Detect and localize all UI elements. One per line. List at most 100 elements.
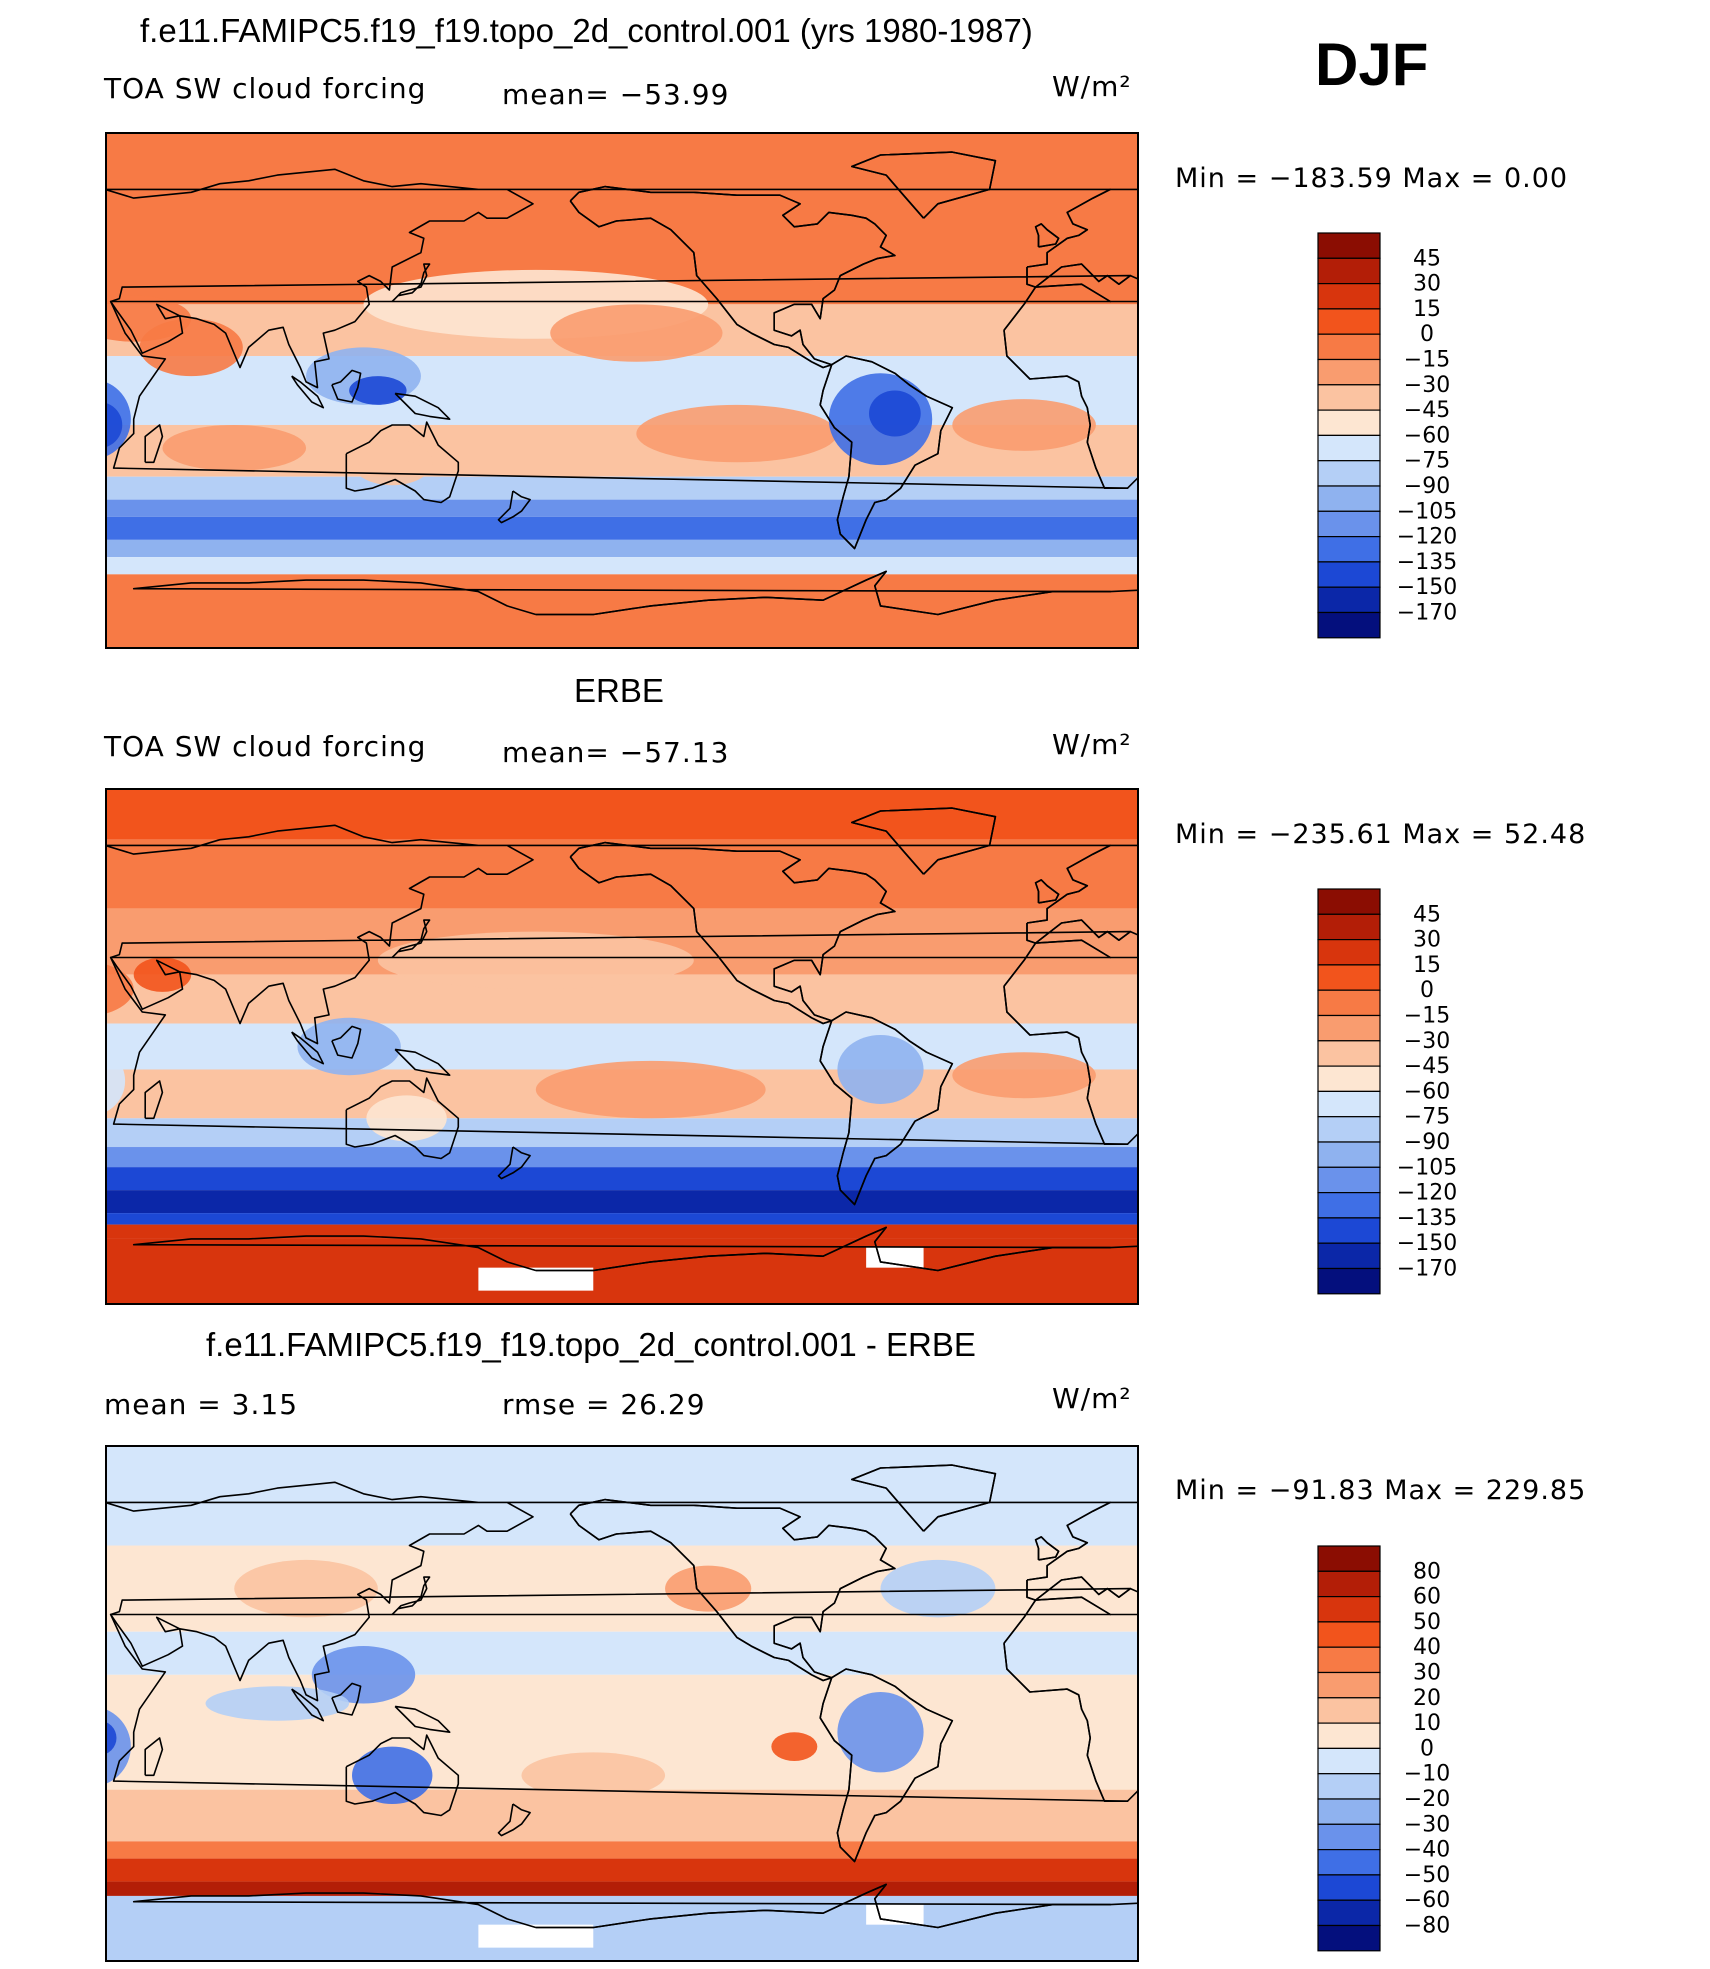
contour-region — [352, 439, 433, 486]
colorbar-tick-label: 0 — [1420, 978, 1434, 1003]
colorbar-swatch — [1317, 1217, 1381, 1244]
colorbar-tick-label: 30 — [1413, 1661, 1441, 1686]
colorbar-swatch — [1317, 232, 1381, 259]
contour-band — [105, 516, 1139, 540]
colorbar-swatch — [1317, 536, 1381, 563]
contour-region — [205, 1686, 350, 1721]
panel-2-mean: mean= −57.13 — [502, 736, 730, 769]
missing-data-patch — [478, 1924, 594, 1948]
colorbar-tick-label: −75 — [1404, 1105, 1450, 1130]
contour-region — [880, 1559, 996, 1618]
colorbar-swatch — [1317, 1267, 1381, 1295]
colorbar-tick-label: −150 — [1397, 575, 1457, 600]
contour-region — [105, 402, 123, 448]
colorbar-swatch — [1317, 611, 1381, 639]
colorbar-swatch — [1317, 257, 1381, 285]
contour-band — [105, 1789, 1139, 1842]
missing-data-patch — [478, 1267, 594, 1291]
colorbar-swatch — [1317, 333, 1381, 361]
contour-region — [869, 390, 921, 437]
colorbar-tick-label: −15 — [1404, 1004, 1450, 1029]
colorbar-tick-label: 45 — [1413, 246, 1441, 271]
colorbar-swatch — [1317, 384, 1381, 411]
colorbar-swatch — [1317, 1065, 1381, 1093]
contour-region — [349, 376, 407, 405]
colorbar-swatch — [1317, 1773, 1381, 1800]
contour-region — [105, 1721, 117, 1755]
contour-band — [105, 1190, 1139, 1214]
coastlines — [105, 807, 1139, 1272]
colorbar-tick-label: 10 — [1413, 1711, 1441, 1736]
colorbar-swatch — [1317, 1646, 1381, 1674]
colorbar-tick-label: −105 — [1397, 499, 1457, 524]
colorbar-tick-label: 0 — [1420, 1736, 1434, 1761]
colorbar-swatch — [1317, 1697, 1381, 1724]
contour-region — [952, 399, 1096, 451]
contour-region — [162, 424, 307, 471]
colorbar-swatch — [1317, 1621, 1381, 1648]
colorbar-swatch — [1317, 913, 1381, 941]
season-label: DJF — [1315, 31, 1429, 98]
contour-band — [105, 1118, 1139, 1148]
colorbar-tick-label: 15 — [1413, 953, 1441, 978]
colorbar-swatch — [1317, 485, 1381, 512]
panel-2-colorbar: 4530150−15−30−45−60−75−90−105−120−135−15… — [1317, 888, 1457, 1295]
colorbar-tick-label: −105 — [1397, 1155, 1457, 1180]
colorbar-tick-label: −40 — [1404, 1838, 1450, 1863]
colorbar-swatch — [1317, 358, 1381, 386]
colorbar-swatch — [1317, 1722, 1381, 1750]
contour-band — [105, 1224, 1139, 1239]
colorbar-tick-label: 50 — [1413, 1610, 1441, 1635]
contour-region — [366, 1095, 447, 1142]
contour-region — [837, 1035, 924, 1104]
colorbar-tick-label: 20 — [1413, 1686, 1441, 1711]
colorbar-tick-label: −170 — [1397, 601, 1457, 626]
colorbar-tick-label: −10 — [1404, 1762, 1450, 1787]
colorbar-tick-label: −135 — [1397, 550, 1457, 575]
colorbar-tick-label: 15 — [1413, 297, 1441, 322]
colorbar-swatch — [1317, 434, 1381, 462]
colorbar-swatch — [1317, 586, 1381, 614]
panel-2-map — [105, 788, 1139, 1305]
contour-region — [521, 1752, 666, 1799]
colorbar-tick-label: −30 — [1404, 1812, 1450, 1837]
panel-3-map — [105, 1445, 1139, 1962]
colorbar-tick-label: −30 — [1404, 373, 1450, 398]
colorbar-tick-label: 30 — [1413, 272, 1441, 297]
contour-band — [105, 557, 1139, 575]
colorbar-swatch — [1317, 989, 1381, 1017]
panel-3-min-max: Min = −91.83 Max = 229.85 — [1175, 1475, 1587, 1506]
colorbar-swatch — [1317, 1192, 1381, 1219]
contour-region — [105, 1049, 126, 1113]
colorbar-tick-label: −60 — [1404, 1888, 1450, 1913]
panel-1-mean: mean= −53.99 — [502, 78, 730, 111]
panel-3-units: W/m² — [1052, 1382, 1132, 1415]
panel-2-variable: TOA SW cloud forcing — [104, 730, 427, 763]
colorbar-swatch — [1317, 1798, 1381, 1825]
colorbar-tick-label: −45 — [1404, 398, 1450, 423]
colorbar-swatch — [1317, 1899, 1381, 1927]
panel-2-title: ERBE — [574, 672, 664, 709]
contour-region — [352, 1746, 433, 1805]
panel-3-title: f.e11.FAMIPC5.f19_f19.topo_2d_control.00… — [206, 1326, 976, 1363]
colorbar-swatch — [1317, 1924, 1381, 1952]
contour-region — [377, 931, 694, 990]
contour-region — [550, 304, 723, 362]
contour-region — [837, 1692, 924, 1773]
colorbar-tick-label: −50 — [1404, 1863, 1450, 1888]
colorbar-swatch — [1317, 1242, 1381, 1270]
colorbar-tick-label: 60 — [1413, 1585, 1441, 1610]
colorbar-tick-label: −15 — [1404, 348, 1450, 373]
contour-band — [105, 1238, 1139, 1305]
colorbar-tick-label: −45 — [1404, 1054, 1450, 1079]
colorbar-swatch — [1317, 1141, 1381, 1168]
contour-region — [105, 295, 192, 342]
contour-band — [105, 1147, 1139, 1168]
colorbar-swatch — [1317, 938, 1381, 966]
map-frame — [105, 1445, 1139, 1962]
coastlines — [105, 151, 1139, 616]
colorbar-swatch — [1317, 1849, 1381, 1876]
panel-2-min-max: Min = −235.61 Max = 52.48 — [1175, 819, 1587, 850]
colorbar-tick-label: 45 — [1413, 902, 1441, 927]
